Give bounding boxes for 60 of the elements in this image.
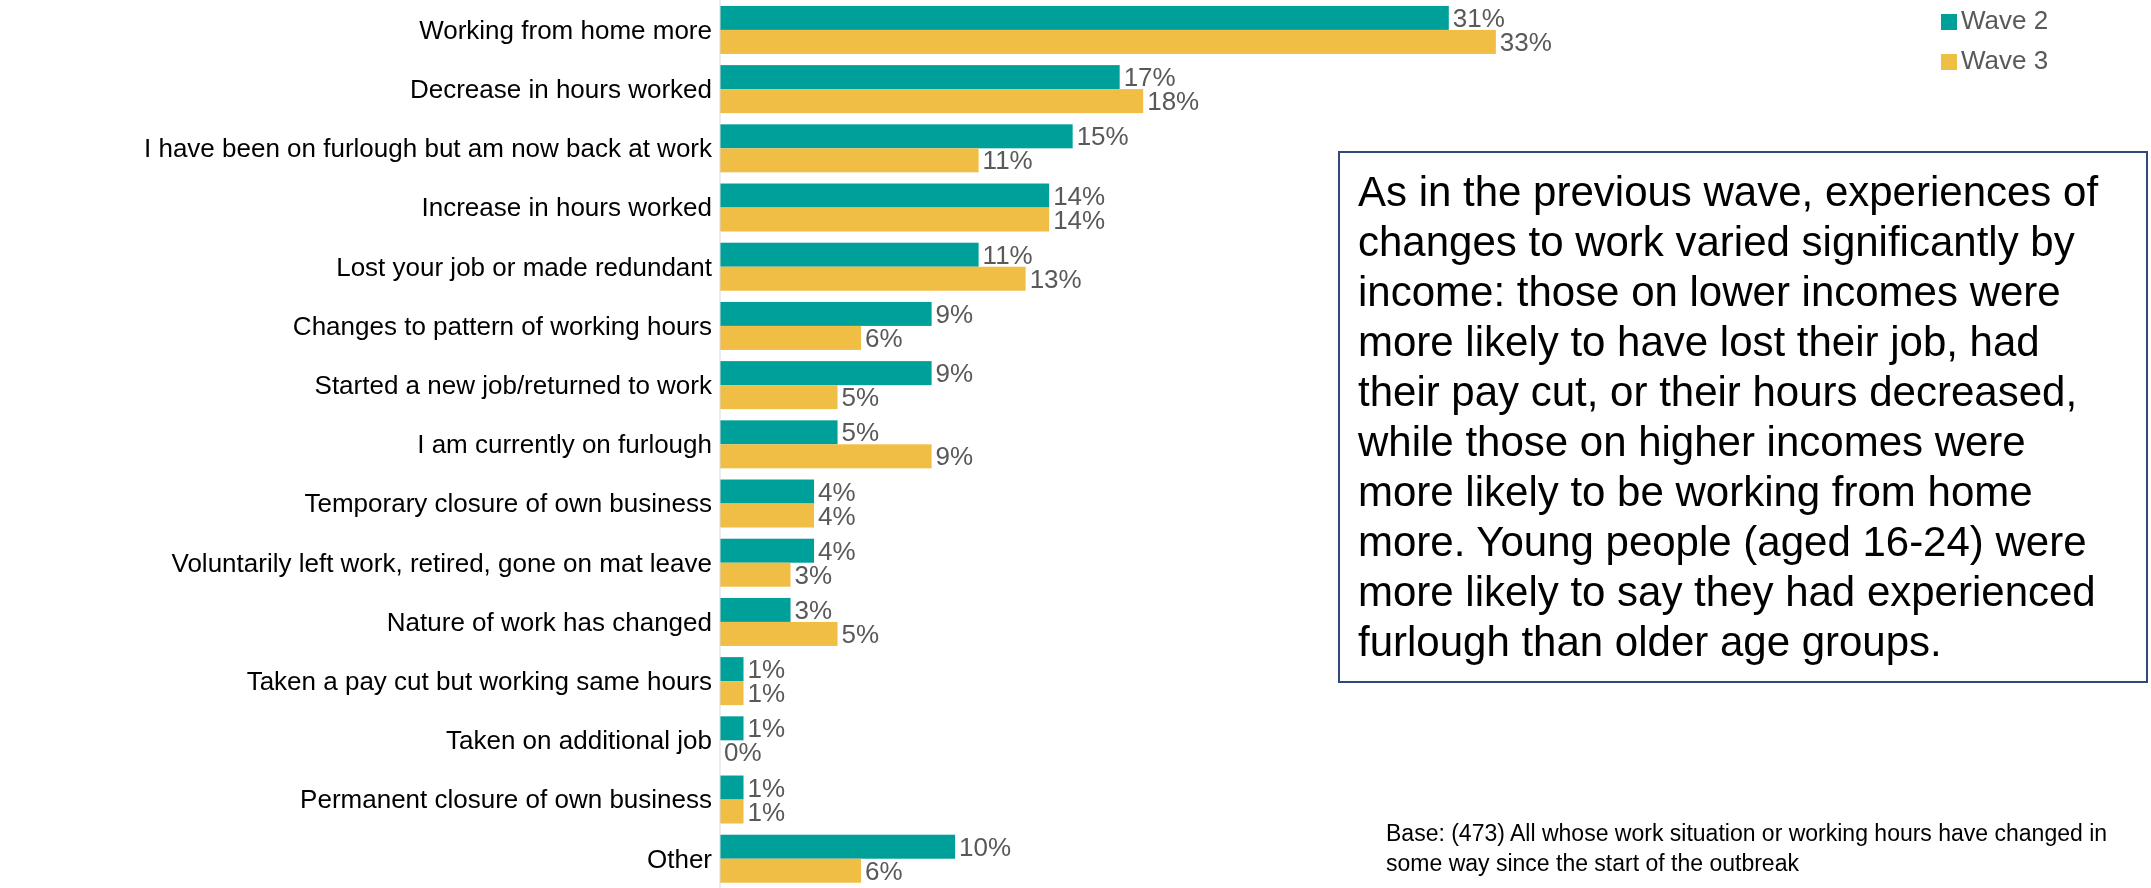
bar [720, 183, 1050, 208]
data-label: 6% [865, 322, 903, 353]
bar [720, 775, 744, 800]
data-label: 9% [935, 358, 974, 389]
data-label: 5% [841, 618, 880, 649]
data-label: 10% [959, 831, 1012, 862]
bar [720, 207, 1050, 232]
data-label: 5% [841, 382, 880, 413]
bar [720, 681, 744, 706]
bar [720, 716, 744, 741]
y-tick-label: Started a new job/returned to work [314, 370, 713, 401]
bar [720, 29, 1496, 54]
bar [720, 242, 979, 267]
bar [720, 503, 815, 528]
data-label: 6% [865, 855, 903, 886]
bar [720, 834, 956, 859]
bar [720, 597, 791, 622]
bar [720, 301, 932, 326]
bar [720, 858, 862, 883]
bar [720, 361, 932, 386]
bar [720, 420, 838, 445]
text: As in the previous wave, experiences of changes to work varied significantly by income: those on lower incomes were more likely to have lost their job, had their pay cut, or their hours decreased, while those on higher incomes were more likely to be working from home more. Young people (aged 16-24) were more likely to say they had experienced furlough than older age groups. [1358, 168, 2099, 665]
bar [720, 325, 862, 350]
bar [720, 124, 1073, 149]
y-tick-label: Taken on additional job [446, 725, 712, 756]
data-label: 9% [935, 441, 974, 472]
data-label: 5% [841, 417, 880, 448]
y-tick-label: Voluntarily left work, retired, gone on mat leave [171, 547, 712, 578]
y-tick-label: Taken a pay cut but working same hours [246, 666, 712, 697]
y-tick-label: Lost your job or made redundant [336, 251, 713, 282]
y-tick-label: Increase in hours worked [421, 192, 712, 223]
y-tick-label: Changes to pattern of working hours [292, 310, 712, 341]
bar [720, 89, 1144, 114]
bar [720, 657, 744, 682]
data-label: 11% [982, 145, 1033, 176]
annotation: Base: (473) All whose work situation or working hours have changed in some way since the start of the outbreak [1386, 819, 2109, 878]
y-tick-label: I am currently on furlough [417, 429, 712, 460]
y-tick-label: Other [646, 843, 713, 874]
bar [720, 385, 838, 410]
y-tick-label: Decrease in hours worked [409, 74, 712, 105]
y-tick-label: I have been on furlough but am now back at work [143, 133, 713, 164]
legend-label: Wave 2 [1961, 5, 2049, 35]
legend-label: Wave 3 [1961, 45, 2049, 75]
bar [720, 148, 979, 173]
y-tick-label: Temporary closure of own business [304, 488, 712, 519]
bar [720, 538, 815, 563]
bar [720, 562, 791, 587]
bar [720, 621, 838, 646]
data-label: 3% [794, 594, 833, 625]
bar [720, 444, 932, 469]
bar [720, 5, 1449, 30]
data-label: 15% [1076, 121, 1129, 152]
data-label: 9% [935, 298, 974, 329]
bar [720, 479, 815, 504]
bar [720, 266, 1026, 291]
bar [720, 799, 744, 824]
bar [720, 65, 1120, 90]
y-tick-label: Permanent closure of own business [300, 784, 712, 815]
y-tick-label: Nature of work has changed [386, 606, 712, 637]
y-tick-label: Working from home more [419, 14, 712, 45]
